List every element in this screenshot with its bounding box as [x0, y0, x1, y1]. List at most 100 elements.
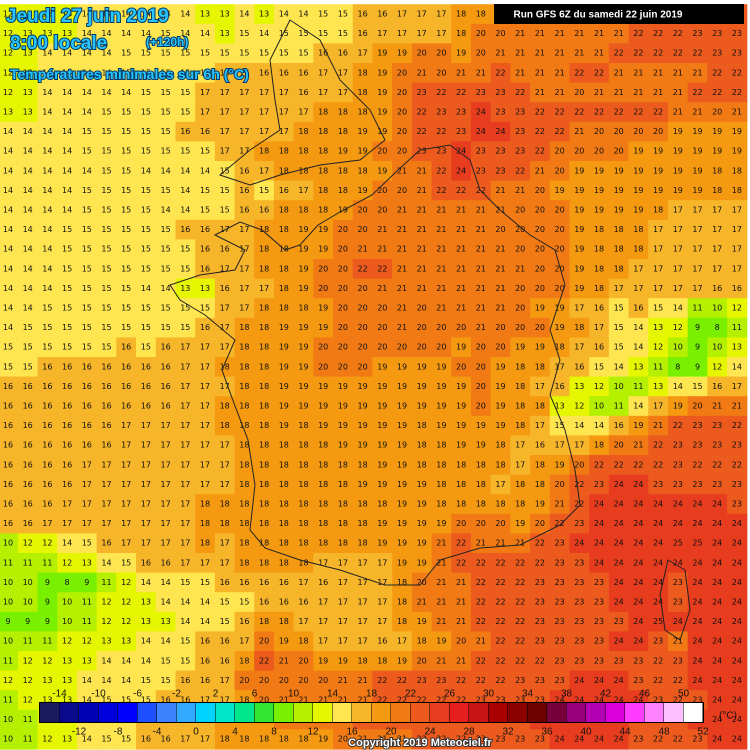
temperature-value: 14	[42, 225, 52, 234]
temperature-cell	[155, 337, 177, 358]
temperature-value: 21	[476, 284, 486, 293]
temperature-value: 23	[712, 29, 722, 38]
temperature-cell	[707, 161, 728, 182]
temperature-cell	[352, 239, 374, 260]
legend-label: 24	[424, 727, 436, 738]
temperature-value: 16	[3, 480, 13, 489]
temperature-cell	[0, 43, 19, 64]
temperature-cell	[214, 317, 236, 338]
temperature-cell	[96, 180, 117, 201]
temperature-value: 20	[535, 264, 545, 273]
temperature-value: 22	[476, 558, 486, 567]
temperature-value: 18	[239, 656, 249, 665]
temperature-value: 11	[633, 382, 643, 391]
temperature-value: 24	[476, 108, 486, 117]
temperature-cell	[352, 259, 374, 280]
temperature-cell	[648, 43, 669, 64]
temperature-cell	[313, 278, 334, 299]
temperature-cell	[530, 729, 551, 750]
temperature-cell	[234, 82, 255, 103]
temperature-cell	[411, 474, 433, 495]
temperature-value: 19	[535, 343, 545, 352]
temperature-value: 14	[3, 127, 13, 136]
temperature-value: 14	[101, 10, 111, 19]
temperature-value: 18	[456, 10, 466, 19]
temperature-cell	[76, 239, 98, 260]
temperature-cell	[155, 533, 177, 554]
temperature-value: 22	[633, 460, 643, 469]
temperature-cell	[155, 121, 177, 142]
temperature-value: 18	[298, 460, 308, 469]
temperature-value: 20	[318, 343, 328, 352]
temperature-value: 21	[673, 108, 683, 117]
temperature-cell	[372, 259, 393, 280]
temperature-cell	[136, 200, 157, 221]
temperature-value: 18	[495, 441, 505, 450]
temperature-value: 16	[3, 421, 13, 430]
temperature-value: 24	[712, 676, 722, 685]
temperature-value: 18	[594, 441, 604, 450]
temperature-value: 24	[555, 735, 565, 744]
temperature-value: 24	[653, 558, 663, 567]
temperature-value: 10	[62, 598, 72, 607]
temperature-cell	[76, 278, 98, 299]
temperature-cell	[431, 396, 452, 417]
temperature-cell	[57, 141, 78, 162]
temperature-value: 21	[436, 245, 446, 254]
temperature-cell	[214, 474, 236, 495]
temperature-value: 19	[377, 441, 387, 450]
temperature-cell	[628, 180, 649, 201]
temperature-value: 22	[495, 676, 505, 685]
temperature-cell	[510, 494, 531, 515]
temperature-cell	[667, 141, 689, 162]
temperature-value: 12	[23, 696, 33, 705]
temperature-value: 21	[436, 656, 446, 665]
legend-swatch	[508, 703, 527, 722]
temperature-value: 15	[82, 343, 92, 352]
temperature-value: 23	[515, 127, 525, 136]
temperature-cell	[510, 298, 531, 319]
temperature-value: 14	[42, 264, 52, 273]
temperature-cell	[57, 298, 78, 319]
temperature-cell	[17, 415, 39, 436]
temperature-value: 23	[673, 598, 683, 607]
temperature-cell	[116, 533, 137, 554]
temperature-value: 17	[594, 323, 604, 332]
temperature-cell	[0, 553, 19, 574]
temperature-value: 20	[555, 245, 565, 254]
temperature-cell	[17, 337, 39, 358]
temperature-value: 23	[633, 656, 643, 665]
temperature-value: 14	[23, 304, 33, 313]
temperature-cell	[628, 219, 649, 240]
temperature-value: 23	[732, 49, 742, 58]
temperature-cell	[136, 278, 157, 299]
temperature-value: 17	[200, 108, 210, 117]
temperature-cell	[608, 631, 630, 652]
temperature-cell	[569, 219, 590, 240]
temperature-value: 15	[318, 29, 328, 38]
temperature-value: 14	[594, 421, 604, 430]
temperature-value: 20	[515, 284, 525, 293]
temperature-cell	[214, 553, 236, 574]
temperature-cell	[333, 592, 354, 613]
temperature-cell	[155, 513, 177, 534]
temperature-value: 11	[23, 637, 33, 646]
temperature-cell	[195, 474, 216, 495]
temperature-cell	[333, 298, 354, 319]
temperature-value: 18	[279, 147, 289, 156]
temperature-cell	[313, 415, 334, 436]
temperature-value: 15	[62, 284, 72, 293]
temperature-value: 16	[3, 500, 13, 509]
temperature-cell	[411, 435, 433, 456]
temperature-value: 16	[23, 500, 33, 509]
temperature-cell	[96, 670, 117, 691]
temperature-value: 16	[101, 382, 111, 391]
temperature-cell	[392, 317, 413, 338]
temperature-cell	[707, 513, 728, 534]
temperature-value: 23	[594, 598, 604, 607]
temperature-cell	[273, 317, 295, 338]
temperature-cell	[490, 533, 511, 554]
forecast-time: 8:00 locale	[10, 33, 107, 54]
temperature-cell	[273, 278, 295, 299]
temperature-cell	[37, 4, 58, 25]
